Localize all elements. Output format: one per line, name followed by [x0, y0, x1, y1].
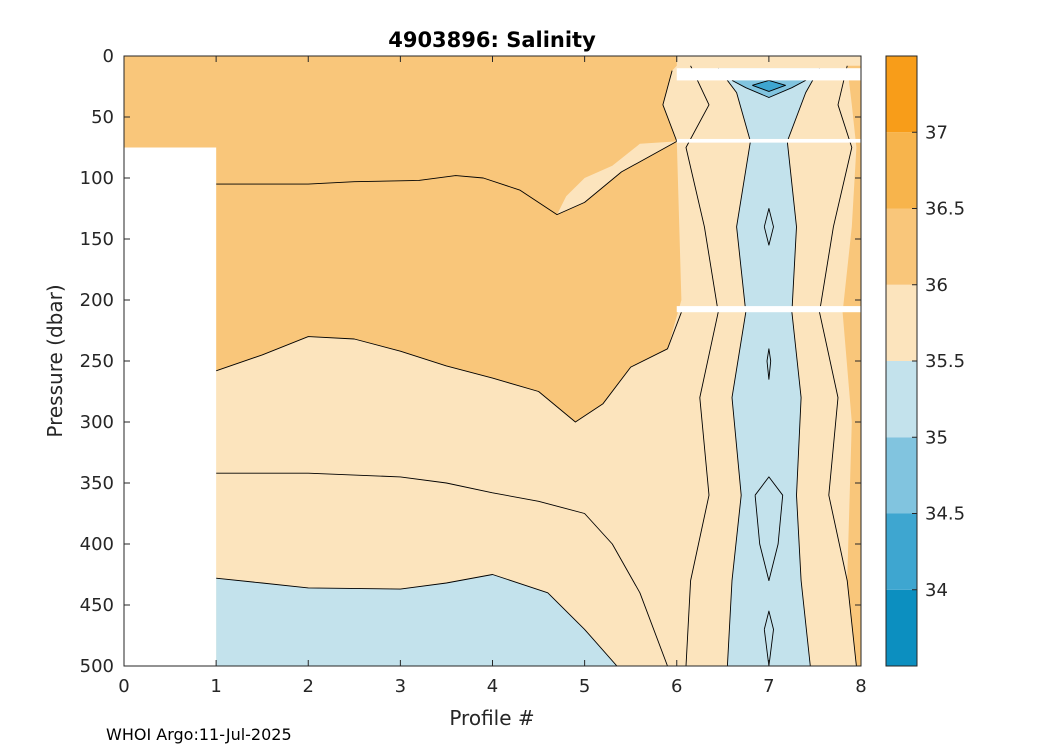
chart-title: 4903896: Salinity: [388, 28, 596, 52]
contour-line-11: [763, 208, 774, 246]
x-tick-label: 7: [763, 676, 774, 697]
y-tick-label: 300: [80, 412, 114, 433]
gap-band-2: [676, 306, 861, 313]
colorbar-swatch: [886, 56, 917, 133]
y-tick-label: 50: [91, 107, 114, 128]
gap-band-0: [676, 68, 861, 81]
y-tick-label: 400: [80, 534, 114, 555]
contour-region-bottom-35-to-35.5: [216, 574, 617, 666]
colorbar-tick-label: 35.5: [925, 351, 965, 372]
no-data-region: [124, 147, 217, 666]
gap-band-1: [676, 138, 861, 143]
contour-line-12: [754, 476, 784, 582]
x-tick-label: 6: [671, 676, 682, 697]
x-tick-label: 4: [487, 676, 498, 697]
x-tick-label: 5: [579, 676, 590, 697]
colorbar-swatch: [886, 284, 917, 361]
colorbar-tick-label: 36.5: [925, 199, 965, 220]
contour-fill-regions: [124, 56, 861, 666]
y-axis-ticks: 0 50 100 150 200 250 300 350 400 450 500: [80, 46, 861, 677]
contour-line-14: [763, 610, 774, 666]
contour-line-0: [216, 141, 678, 216]
colorbar-swatch: [886, 513, 917, 590]
footer-credit: WHOI Argo:11-Jul-2025: [106, 725, 292, 744]
x-axis-ticks: 0 1 2 3 4 5 6 7 8: [118, 56, 867, 697]
colorbar-swatch: [886, 208, 917, 285]
contour-region-lower-35.5-to-36: [216, 312, 682, 666]
colorbar-swatch: [886, 361, 917, 438]
y-tick-label: 250: [80, 351, 114, 372]
colorbar-tick-label: 35: [925, 427, 948, 448]
data-gaps: [676, 68, 861, 313]
y-tick-label: 0: [103, 46, 114, 67]
y-tick-label: 150: [80, 229, 114, 250]
y-tick-label: 100: [80, 168, 114, 189]
contour-region-mid-36-to-36.5: [216, 141, 682, 422]
y-axis-label: Pressure (dbar): [43, 284, 67, 437]
colorbar-swatch: [886, 437, 917, 514]
contour-line-4: [662, 70, 678, 142]
plot-area: [124, 56, 861, 666]
contour-line-3: [216, 574, 618, 666]
contour-region-upper-36-to-36.5: [124, 56, 677, 215]
y-tick-label: 350: [80, 473, 114, 494]
colorbar-tick-label: 36: [925, 275, 948, 296]
colorbar-tick-label: 37: [925, 122, 948, 143]
x-tick-label: 1: [210, 676, 221, 697]
x-tick-label: 8: [855, 676, 866, 697]
colorbar-tick-label: 34.5: [925, 504, 965, 525]
contour-region-lower-35.5-to-36-b: [216, 473, 668, 666]
colorbar: [886, 56, 917, 666]
contour-line-13: [766, 348, 772, 380]
x-tick-label: 2: [303, 676, 314, 697]
contour-region-col-band-36-to-36.5-right: [842, 65, 861, 666]
colorbar-ticks: 34 34.5 35 35.5 36 36.5 37: [912, 122, 965, 601]
x-tick-label: 0: [118, 676, 129, 697]
contour-region-col-band-35-to-35.5: [718, 68, 820, 666]
x-axis-label: Profile #: [449, 706, 534, 730]
y-tick-label: 200: [80, 290, 114, 311]
x-tick-label: 3: [395, 676, 406, 697]
colorbar-swatch: [886, 132, 917, 209]
colorbar-swatch: [886, 589, 917, 666]
colorbar-tick-label: 34: [925, 580, 948, 601]
contour-line-10: [752, 79, 786, 92]
contour-line-2: [216, 472, 668, 666]
contour-line-1: [215, 312, 682, 423]
y-tick-label: 450: [80, 595, 114, 616]
y-tick-label: 500: [80, 656, 114, 677]
